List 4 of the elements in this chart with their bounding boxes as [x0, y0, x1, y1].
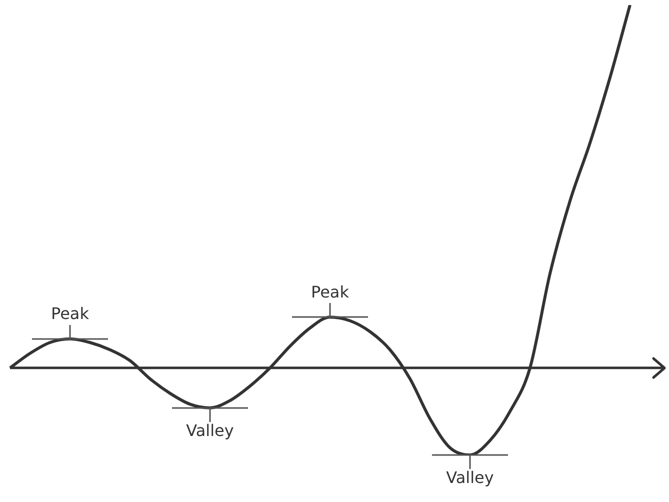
- annotation: Peak: [51, 304, 90, 324]
- annotation: Valley: [186, 420, 234, 440]
- annotation: Valley: [446, 468, 494, 488]
- annotation: Peak: [311, 282, 350, 302]
